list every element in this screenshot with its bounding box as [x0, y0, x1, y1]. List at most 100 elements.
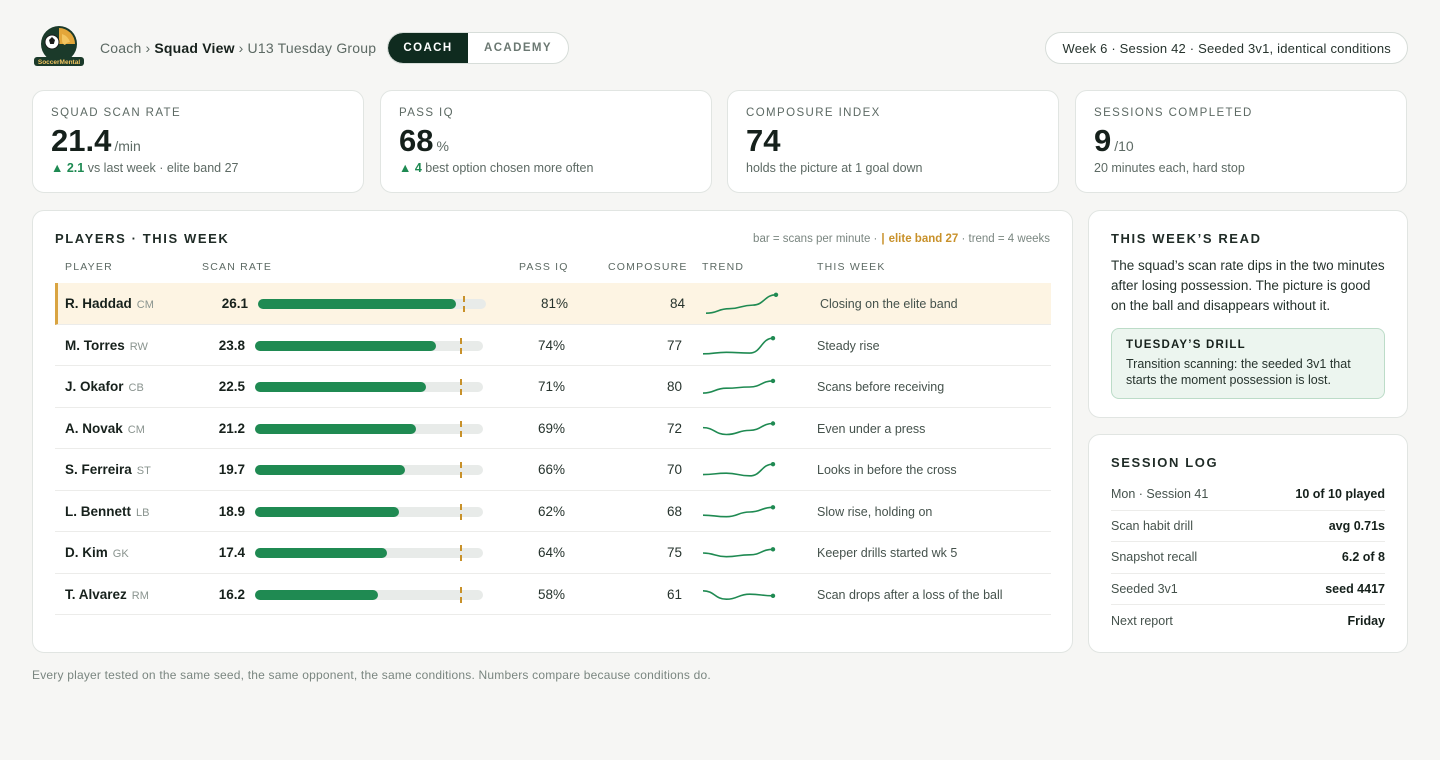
kpi-unit: /10	[1114, 138, 1134, 154]
kpi-sub-text: best option chosen more often	[421, 161, 594, 175]
table-row[interactable]: T. Alvarez RM 16.2 58% 61 Scan drops after a …	[55, 574, 1051, 615]
scan-rate-bar	[255, 420, 483, 437]
kpi-card-squad-scan-rate: SQUAD SCAN RATE 21.4/min ▲ 2.1 vs last w…	[32, 90, 364, 193]
player-position: GK	[112, 548, 129, 560]
elite-band-marker	[460, 545, 463, 561]
column-header-composure[interactable]: COMPOSURE	[608, 261, 688, 273]
scan-rate-value: 18.9	[218, 503, 245, 519]
kpi-label: SQUAD SCAN RATE	[51, 107, 182, 119]
scan-rate-bar	[255, 503, 483, 520]
scan-rate-value: 23.8	[218, 337, 245, 353]
table-row[interactable]: S. Ferreira ST 19.7 66% 70 Looks in before th…	[55, 449, 1051, 491]
session-log-title: SESSION LOG	[1111, 455, 1219, 470]
weekly-note: Even under a press	[817, 421, 926, 436]
table-row[interactable]: R. Haddad CM 26.1 81% 84 Closing on the elite…	[55, 283, 1051, 325]
scan-rate-value: 21.2	[218, 420, 245, 436]
player-position: CM	[136, 299, 154, 311]
table-row[interactable]: D. Kim GK 17.4 64% 75 Keeper drills started w…	[55, 532, 1051, 574]
player-position: LB	[136, 506, 150, 519]
trend-line	[702, 336, 774, 355]
table-row[interactable]: A. Novak CM 21.2 69% 72 Even under a press	[55, 408, 1051, 449]
view-toggle: COACH ACADEMY	[387, 32, 569, 64]
composure-value: 61	[666, 586, 682, 602]
column-header-pass-iq[interactable]: PASS IQ	[519, 261, 569, 273]
drill-title: TUESDAY’S DRILL	[1126, 339, 1246, 351]
breadcrumb-separator: ›	[145, 40, 151, 56]
table-row[interactable]: J. Okafor CB 22.5 71% 80 Scans before receivi…	[55, 366, 1051, 408]
tab-academy[interactable]: ACADEMY	[484, 42, 552, 54]
elite-band-marker	[460, 420, 463, 437]
breadcrumb: Coach › Squad View › U13 Tuesday Group	[100, 40, 376, 56]
pass-iq-value: 64%	[537, 545, 565, 560]
trend-sparkline	[705, 292, 779, 315]
table-legend: bar = scans per minute · | elite band 27 ·…	[753, 233, 1050, 245]
column-header-player[interactable]: PLAYER	[65, 261, 113, 273]
kpi-subtext: ▲ 4 best option chosen more often	[399, 161, 693, 175]
legend-band-tick: |	[881, 233, 885, 245]
players-panel: PLAYERS · THIS WEEK bar = scans per minu…	[32, 210, 1073, 653]
kpi-value: 68	[399, 123, 434, 158]
player-name-text: A. Novak	[65, 420, 123, 436]
composure-value: 80	[666, 379, 682, 394]
scan-rate-value: 17.4	[218, 545, 245, 560]
column-header-trend: TREND	[702, 261, 745, 273]
player-name-text: D. Kim	[65, 545, 108, 560]
breadcrumb-separator: ›	[238, 40, 244, 56]
pass-iq-value: 81%	[540, 296, 568, 311]
top-bar: SoccerMental Coach › Squad View › U13 Tuesda…	[32, 24, 1408, 72]
player-name[interactable]: R. Haddad CM	[65, 296, 154, 311]
kpi-subtext: holds the picture at 1 goal down	[746, 161, 923, 175]
player-name[interactable]: A. Novak CM	[65, 421, 145, 436]
player-name[interactable]: J. Okafor CB	[65, 379, 144, 394]
elite-band-marker	[460, 337, 463, 354]
player-name[interactable]: S. Ferreira ST	[65, 462, 151, 477]
scan-rate-bar	[255, 545, 483, 561]
trend-sparkline	[702, 420, 776, 435]
breadcrumb-group: U13 Tuesday Group	[247, 40, 377, 56]
session-log-item: Seeded 3v1 seed 4417	[1111, 574, 1385, 605]
trend-end-point	[770, 504, 776, 509]
player-name[interactable]: T. Alvarez RM	[65, 587, 149, 602]
drill-description: Transition scanning: the seeded 3v1 that…	[1126, 357, 1351, 387]
player-name-text: M. Torres	[65, 337, 125, 353]
scan-rate-bar-fill	[255, 465, 405, 475]
player-position: RM	[131, 589, 149, 602]
soccermental-logo[interactable]: SoccerMental	[32, 24, 86, 70]
column-header-scan-rate[interactable]: SCAN RATE	[202, 261, 273, 273]
trend-sparkline	[702, 589, 776, 600]
player-name[interactable]: L. Bennett LB	[65, 504, 149, 519]
kpi-subtext: ▲ 2.1 vs last week · elite band 27	[51, 161, 345, 175]
breadcrumb-coach[interactable]: Coach	[100, 40, 142, 56]
weekly-read-title: THIS WEEK’S READ	[1111, 231, 1262, 246]
table-row[interactable]: M. Torres RW 23.8 74% 77 Steady rise	[55, 325, 1051, 366]
trend-sparkline	[702, 378, 776, 394]
breadcrumb-squad-view[interactable]: Squad View	[154, 40, 235, 56]
session-log-item: Next report Friday	[1111, 605, 1385, 637]
player-name[interactable]: D. Kim GK	[65, 545, 129, 560]
session-log-panel: SESSION LOG Mon · Session 41 10 of 10 pla…	[1088, 434, 1408, 653]
trend-line	[702, 589, 774, 600]
kpi-delta-up: ▲ 4	[399, 161, 422, 175]
pass-iq-value: 62%	[537, 503, 565, 519]
weekly-read-panel: THIS WEEK’S READ The squad’s scan rate d…	[1088, 210, 1408, 418]
footnote: Every player tested on the same seed, th…	[32, 668, 711, 682]
composure-value: 70	[666, 462, 682, 477]
player-name-text: J. Okafor	[65, 379, 124, 394]
player-name[interactable]: M. Torres RW	[65, 338, 148, 353]
trend-line	[702, 548, 774, 558]
weekly-note: Scans before receiving	[817, 380, 945, 394]
kpi-card-pass-iq: PASS IQ 68% ▲ 4 best option chosen more …	[380, 90, 712, 193]
log-label: Snapshot recall	[1111, 550, 1198, 565]
player-name-text: T. Alvarez	[65, 586, 127, 602]
log-value: Friday	[1347, 613, 1385, 628]
table-row[interactable]: L. Bennett LB 18.9 62% 68 Slow rise, holding …	[55, 491, 1051, 532]
elite-band-marker	[460, 503, 463, 520]
player-position: CB	[128, 382, 144, 394]
kpi-unit: %	[436, 138, 449, 154]
tab-coach[interactable]: COACH	[388, 33, 468, 63]
log-label: Seeded 3v1	[1111, 581, 1178, 596]
trend-line	[702, 422, 774, 435]
scan-rate-bar	[258, 296, 486, 312]
log-value: 6.2 of 8	[1341, 550, 1385, 565]
pass-iq-value: 66%	[537, 462, 565, 477]
